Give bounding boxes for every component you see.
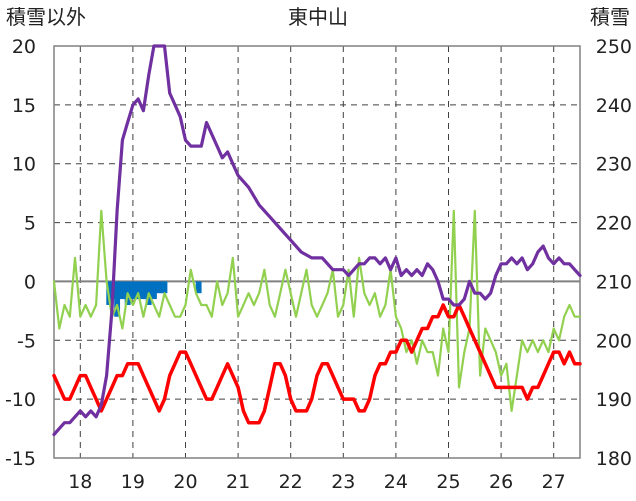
precipitation-bar-6 bbox=[135, 281, 142, 300]
chart-title: 東中山 bbox=[288, 5, 348, 29]
right-axis-ticks: 180 190 200 210 220 230 240 250 bbox=[596, 36, 632, 470]
plot-frame bbox=[53, 45, 581, 459]
y-right-tick-220: 220 bbox=[596, 213, 632, 235]
precipitation-bar-9 bbox=[151, 281, 157, 300]
y-left-tick-20: 20 bbox=[12, 36, 36, 58]
precipitation-bar-11 bbox=[161, 281, 168, 294]
series-line-wind bbox=[52, 209, 582, 412]
precipitation-bar-2 bbox=[114, 281, 121, 317]
series-line-temperature bbox=[52, 303, 582, 425]
y-right-tick-190: 190 bbox=[596, 389, 632, 411]
y-left-tick--10: -10 bbox=[5, 389, 36, 411]
y-right-tick-200: 200 bbox=[596, 330, 632, 352]
y-right-tick-210: 210 bbox=[596, 271, 632, 293]
y-left-tick--5: -5 bbox=[17, 330, 36, 352]
precipitation-bar-12 bbox=[195, 281, 202, 294]
x-tick-23: 23 bbox=[331, 471, 355, 493]
y-left-tick-10: 10 bbox=[12, 154, 36, 176]
y-left-tick-15: 15 bbox=[12, 95, 36, 117]
x-axis-ticks: 18 19 20 21 22 23 24 25 26 27 bbox=[68, 471, 566, 493]
right-axis-label: 積雪 bbox=[590, 5, 630, 29]
y-right-tick-180: 180 bbox=[596, 448, 632, 470]
left-axis-label: 積雪以外 bbox=[6, 5, 86, 29]
left-axis-ticks: -15 -10 -5 0 5 10 15 20 bbox=[5, 36, 36, 470]
x-tick-24: 24 bbox=[384, 471, 408, 493]
x-tick-20: 20 bbox=[173, 471, 197, 493]
precipitation-bar-5 bbox=[129, 281, 136, 300]
y-left-tick-0: 0 bbox=[24, 271, 36, 293]
x-tick-27: 27 bbox=[542, 471, 566, 493]
x-tick-21: 21 bbox=[226, 471, 250, 493]
y-left-tick--15: -15 bbox=[5, 448, 36, 470]
series-lines bbox=[52, 44, 582, 437]
precipitation-bar-10 bbox=[156, 281, 163, 294]
precipitation-bar-3 bbox=[119, 281, 126, 300]
x-tick-18: 18 bbox=[68, 471, 92, 493]
x-tick-19: 19 bbox=[121, 471, 145, 493]
series-line-snow-depth bbox=[52, 44, 582, 437]
x-tick-25: 25 bbox=[436, 471, 460, 493]
precipitation-bar-7 bbox=[140, 281, 147, 300]
y-right-tick-250: 250 bbox=[596, 36, 632, 58]
y-right-tick-240: 240 bbox=[596, 95, 632, 117]
y-left-tick-5: 5 bbox=[24, 213, 36, 235]
x-tick-22: 22 bbox=[279, 471, 303, 493]
x-tick-26: 26 bbox=[489, 471, 513, 493]
y-right-tick-230: 230 bbox=[596, 154, 632, 176]
